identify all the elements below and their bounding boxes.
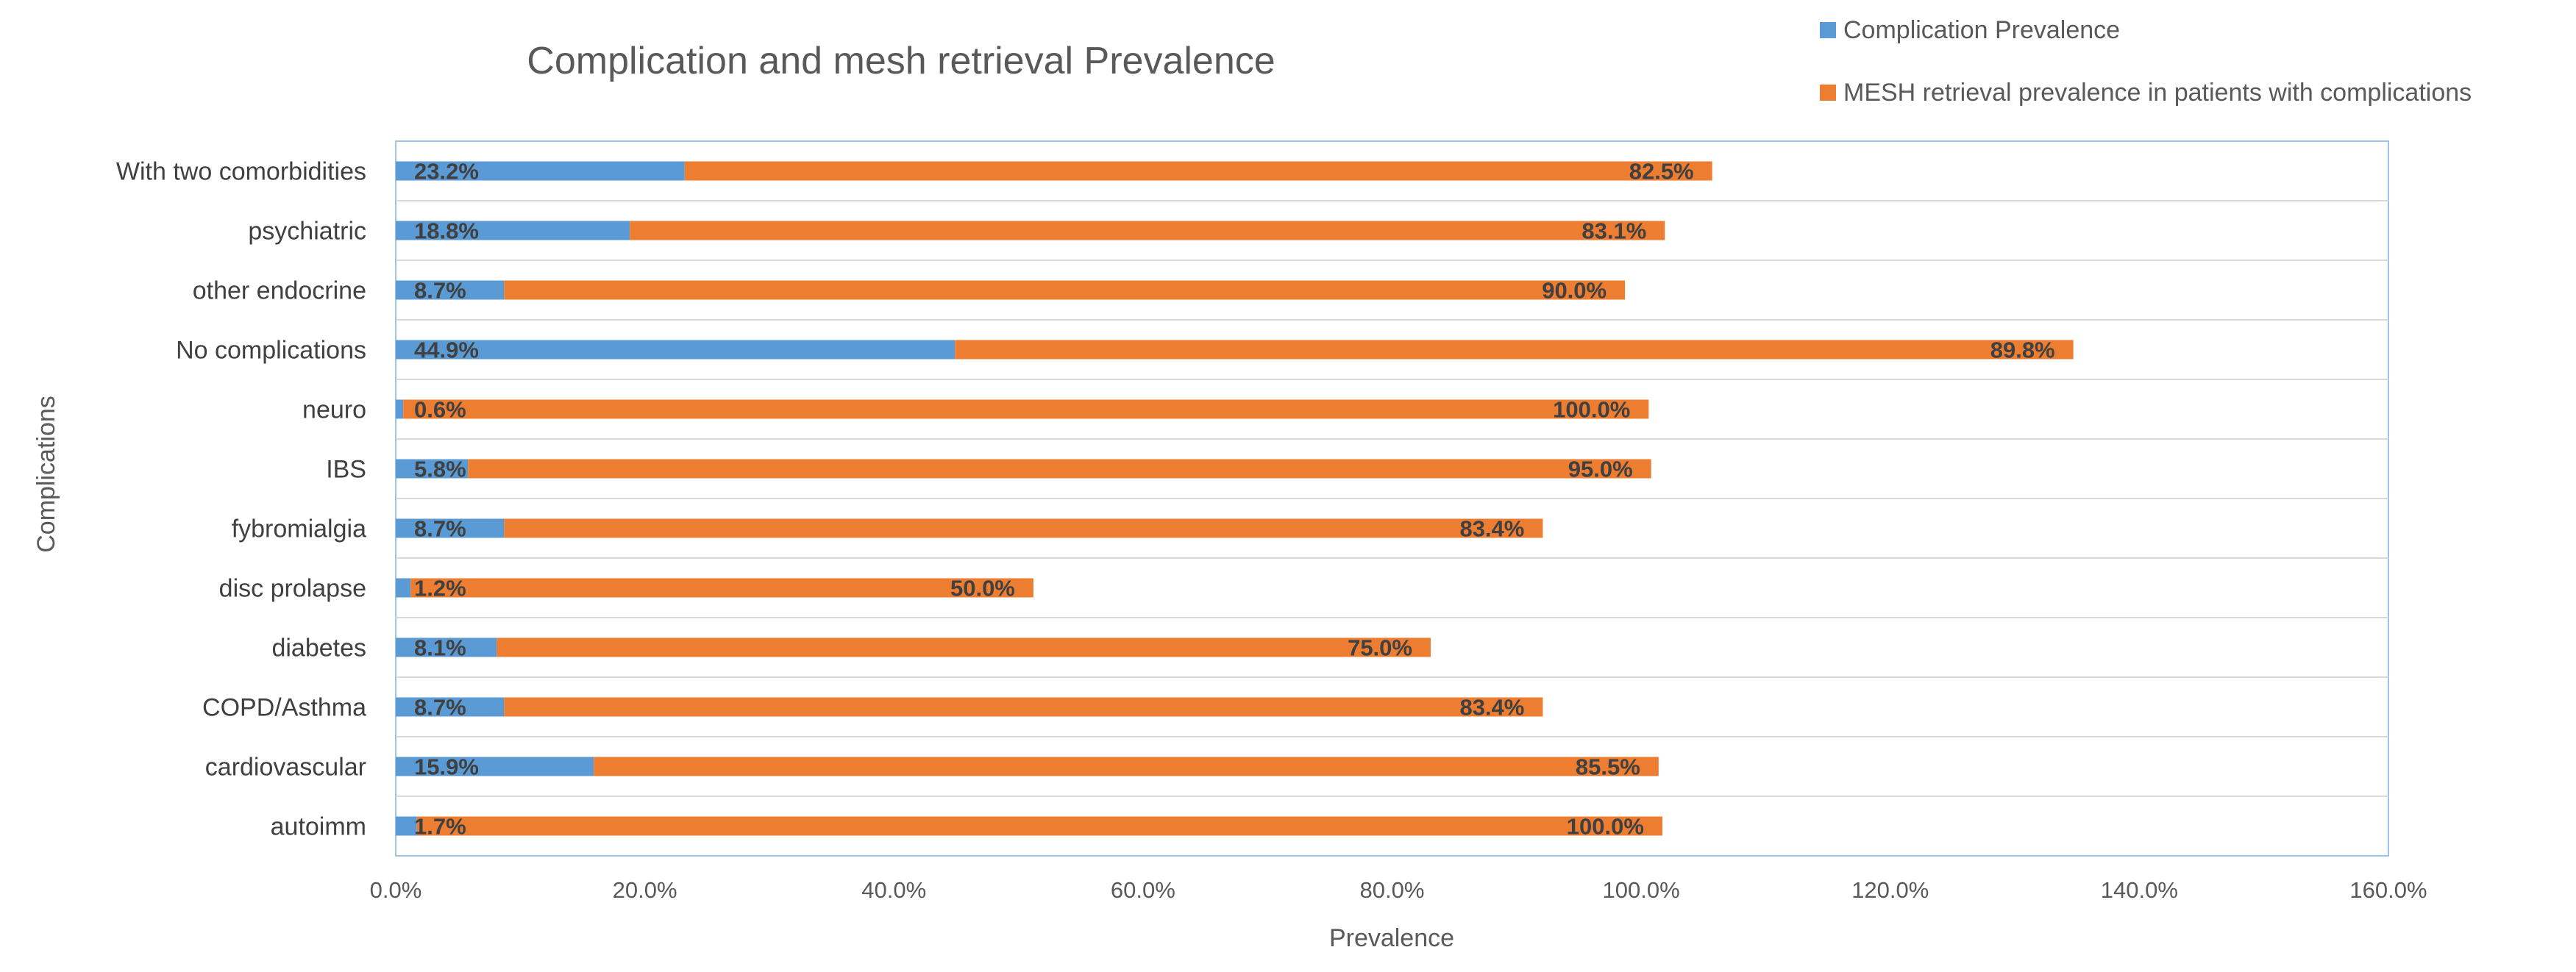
- x-tick-label: 140.0%: [2101, 877, 2178, 903]
- data-label-mesh-retrieval: 85.5%: [1576, 754, 1640, 780]
- data-label-complication: 5.8%: [414, 457, 466, 482]
- data-label-complication: 18.8%: [414, 218, 479, 244]
- category-label: neuro: [302, 396, 366, 424]
- data-label-complication: 8.7%: [414, 695, 466, 721]
- bar-complication-prevalence: [396, 161, 685, 181]
- bar-complication-prevalence: [396, 518, 505, 538]
- bar-mesh-retrieval: [410, 578, 1033, 598]
- category-label: fybromialgia: [232, 515, 366, 543]
- category-label: cardiovascular: [205, 754, 366, 782]
- category-label: IBS: [326, 456, 366, 484]
- legend-label: MESH retrieval prevalence in patients wi…: [1843, 79, 2472, 107]
- bar-mesh-retrieval: [468, 459, 1651, 479]
- data-label-complication: 1.7%: [414, 814, 466, 840]
- legend-swatch: [1820, 85, 1836, 101]
- y-axis-title: Complications: [32, 396, 60, 553]
- data-label-mesh-retrieval: 89.8%: [1990, 337, 2055, 363]
- bar-mesh-retrieval: [497, 637, 1431, 657]
- value-axis-ticks: 0.0% 20.0% 40.0% 60.0% 80.0% 100.0% 120.0% 140.…: [370, 877, 2427, 903]
- data-labels-group: 1.7% 100.0% 15.9% 85.5% 8.7% 83.4% 8.1% 75.0% 1.…: [414, 159, 2055, 840]
- data-label-complication: 0.6%: [414, 397, 466, 423]
- data-label-mesh-retrieval: 83.4%: [1459, 516, 1524, 542]
- category-label: other endocrine: [193, 277, 366, 305]
- category-label: No complications: [176, 337, 366, 365]
- bar-mesh-retrieval: [504, 280, 1626, 300]
- bar-complication-prevalence: [396, 637, 497, 657]
- bar-mesh-retrieval: [630, 221, 1665, 240]
- bar-complication-prevalence: [396, 816, 417, 836]
- chart-title: Complication and mesh retrieval Prevalen…: [527, 40, 1275, 82]
- data-label-mesh-retrieval: 82.5%: [1629, 159, 1694, 185]
- x-tick-label: 40.0%: [861, 877, 926, 903]
- bar-complication-prevalence: [396, 340, 956, 360]
- bar-complication-prevalence: [396, 221, 630, 240]
- data-label-mesh-retrieval: 100.0%: [1553, 397, 1630, 423]
- category-label: autoimm: [271, 813, 366, 841]
- data-label-mesh-retrieval: 100.0%: [1567, 814, 1644, 840]
- bar-mesh-retrieval: [504, 697, 1543, 717]
- bar-mesh-retrieval: [684, 161, 1712, 181]
- bars-group: [396, 161, 2074, 836]
- category-axis-labels: autoimm cardiovascular COPD/Asthma diabetes…: [116, 158, 366, 841]
- bar-mesh-retrieval: [416, 816, 1662, 836]
- category-label: diabetes: [271, 635, 366, 662]
- data-label-complication: 1.2%: [414, 576, 466, 601]
- data-label-mesh-retrieval: 83.1%: [1581, 218, 1646, 244]
- x-axis-title: Prevalence: [1329, 924, 1454, 952]
- bar-complication-prevalence: [396, 280, 505, 300]
- x-tick-label: 120.0%: [1851, 877, 1929, 903]
- x-tick-label: 160.0%: [2349, 877, 2427, 903]
- bar-mesh-retrieval: [594, 757, 1659, 776]
- data-label-mesh-retrieval: 90.0%: [1542, 278, 1607, 304]
- x-tick-label: 20.0%: [613, 877, 677, 903]
- x-tick-label: 100.0%: [1603, 877, 1680, 903]
- x-tick-label: 60.0%: [1111, 877, 1175, 903]
- data-label-complication: 8.1%: [414, 635, 466, 661]
- x-tick-label: 0.0%: [370, 877, 422, 903]
- category-label: psychiatric: [248, 218, 366, 246]
- bar-complication-prevalence: [396, 757, 594, 776]
- data-label-complication: 8.7%: [414, 278, 466, 304]
- data-label-mesh-retrieval: 95.0%: [1568, 457, 1633, 482]
- data-label-mesh-retrieval: 75.0%: [1348, 635, 1412, 661]
- category-label: COPD/Asthma: [202, 694, 366, 722]
- bar-complication-prevalence: [396, 578, 411, 598]
- data-label-mesh-retrieval: 83.4%: [1459, 695, 1524, 721]
- bar-complication-prevalence: [396, 697, 505, 717]
- category-label: disc prolapse: [219, 575, 366, 603]
- x-tick-label: 80.0%: [1360, 877, 1425, 903]
- data-label-complication: 44.9%: [414, 337, 479, 363]
- bar-complication-prevalence: [396, 459, 469, 479]
- data-label-mesh-retrieval: 50.0%: [950, 576, 1015, 601]
- legend-swatch: [1820, 22, 1836, 38]
- bar-complication-prevalence: [396, 399, 404, 419]
- bar-mesh-retrieval: [403, 399, 1649, 419]
- data-label-complication: 8.7%: [414, 516, 466, 542]
- legend: Complication Prevalence MESH retrieval pr…: [1820, 16, 2472, 107]
- bar-mesh-retrieval: [955, 340, 2074, 360]
- data-label-complication: 15.9%: [414, 754, 479, 780]
- legend-label: Complication Prevalence: [1843, 16, 2120, 44]
- category-gridlines: [396, 200, 2388, 797]
- data-label-complication: 23.2%: [414, 159, 479, 185]
- category-label: With two comorbidities: [116, 158, 366, 186]
- bar-mesh-retrieval: [504, 518, 1543, 538]
